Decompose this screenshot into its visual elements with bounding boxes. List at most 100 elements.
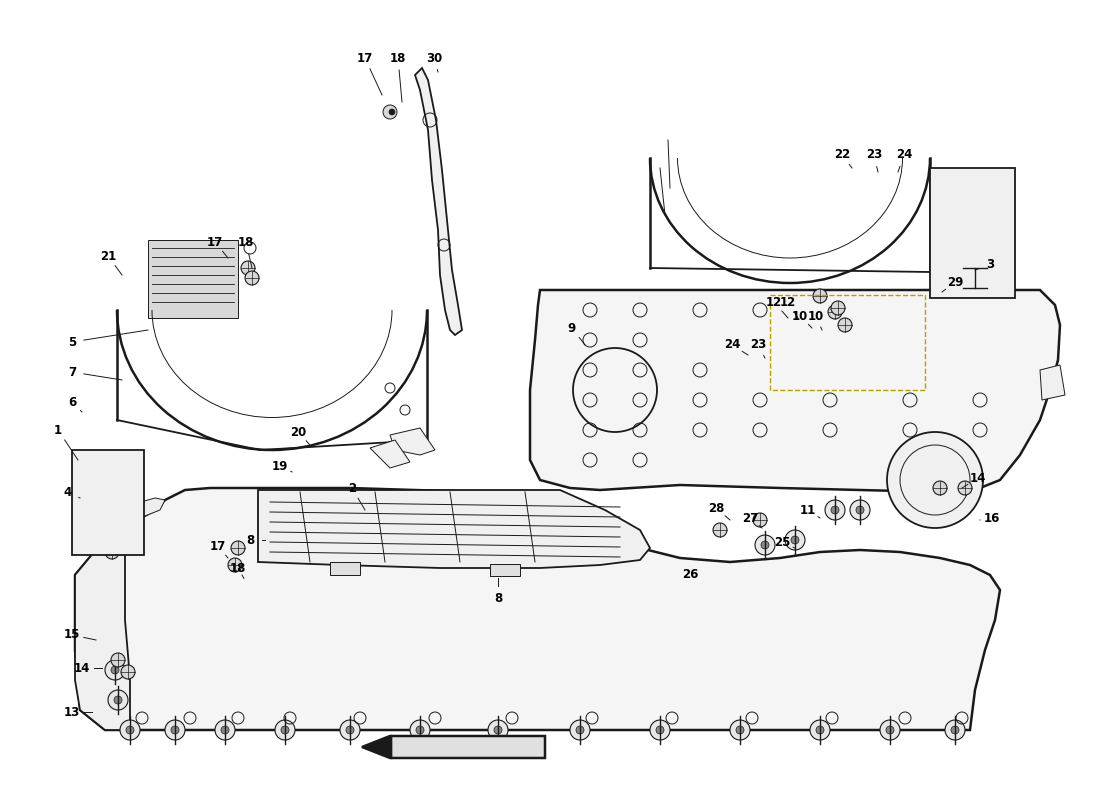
Text: 1: 1: [54, 423, 62, 437]
Circle shape: [111, 666, 119, 674]
Text: 12: 12: [766, 295, 782, 309]
Circle shape: [111, 653, 125, 667]
Circle shape: [785, 530, 805, 550]
Circle shape: [830, 506, 839, 514]
Circle shape: [231, 541, 245, 555]
Polygon shape: [370, 440, 410, 468]
Bar: [770, 295, 925, 390]
Circle shape: [570, 720, 590, 740]
Text: 10: 10: [807, 310, 824, 322]
Circle shape: [791, 536, 799, 544]
Polygon shape: [362, 735, 392, 759]
Circle shape: [838, 318, 853, 332]
Circle shape: [830, 301, 845, 315]
Circle shape: [104, 545, 119, 559]
Circle shape: [656, 726, 664, 734]
Text: 11: 11: [800, 503, 816, 517]
Polygon shape: [530, 290, 1060, 492]
Polygon shape: [390, 428, 435, 455]
Circle shape: [416, 726, 424, 734]
Text: 15: 15: [64, 629, 80, 642]
Circle shape: [650, 720, 670, 740]
Circle shape: [126, 726, 134, 734]
Text: 18: 18: [389, 51, 406, 65]
Circle shape: [221, 726, 229, 734]
Text: 12: 12: [780, 295, 796, 309]
Circle shape: [340, 720, 360, 740]
Text: 19: 19: [272, 459, 288, 473]
Text: 18: 18: [238, 235, 254, 249]
Text: 23: 23: [866, 149, 882, 162]
Text: 29: 29: [947, 275, 964, 289]
Text: 17: 17: [210, 539, 227, 553]
Circle shape: [962, 208, 977, 222]
Circle shape: [241, 261, 255, 275]
Circle shape: [120, 720, 140, 740]
Bar: [72, 450, 144, 555]
Circle shape: [886, 726, 894, 734]
Circle shape: [736, 726, 744, 734]
Circle shape: [108, 690, 128, 710]
Circle shape: [114, 696, 122, 704]
Circle shape: [810, 720, 830, 740]
Text: 8: 8: [246, 534, 254, 546]
Polygon shape: [362, 736, 544, 758]
Polygon shape: [258, 490, 650, 568]
Circle shape: [856, 506, 864, 514]
Circle shape: [755, 535, 775, 555]
Circle shape: [389, 109, 395, 115]
Text: 27: 27: [741, 511, 758, 525]
Polygon shape: [330, 562, 360, 575]
Text: 2: 2: [348, 482, 356, 494]
Text: 20: 20: [290, 426, 306, 438]
Text: 25: 25: [773, 537, 790, 550]
Circle shape: [104, 660, 125, 680]
Text: 30: 30: [426, 51, 442, 65]
Text: 14: 14: [970, 471, 987, 485]
Text: 9: 9: [568, 322, 576, 334]
Circle shape: [214, 720, 235, 740]
Circle shape: [945, 720, 965, 740]
Circle shape: [228, 558, 242, 572]
Circle shape: [813, 289, 827, 303]
Text: 24: 24: [724, 338, 740, 351]
Text: 8: 8: [494, 591, 502, 605]
Circle shape: [121, 665, 135, 679]
Circle shape: [952, 726, 959, 734]
Circle shape: [943, 208, 957, 222]
Circle shape: [887, 432, 983, 528]
Text: 5: 5: [68, 335, 76, 349]
Circle shape: [713, 523, 727, 537]
Circle shape: [275, 720, 295, 740]
Circle shape: [958, 481, 972, 495]
Text: 14: 14: [74, 662, 90, 674]
Text: 16: 16: [983, 511, 1000, 525]
Circle shape: [850, 500, 870, 520]
Text: 10: 10: [792, 310, 808, 322]
Circle shape: [383, 105, 397, 119]
Text: 28: 28: [707, 502, 724, 514]
Circle shape: [488, 720, 508, 740]
Circle shape: [761, 541, 769, 549]
Circle shape: [410, 720, 430, 740]
Text: 24: 24: [895, 149, 912, 162]
Text: 13: 13: [64, 706, 80, 718]
Text: 21: 21: [100, 250, 117, 262]
Circle shape: [494, 726, 502, 734]
Circle shape: [933, 481, 947, 495]
Text: 18: 18: [230, 562, 246, 574]
Text: 6: 6: [68, 395, 76, 409]
Circle shape: [170, 726, 179, 734]
Text: 3: 3: [986, 258, 994, 271]
Circle shape: [828, 305, 842, 319]
Text: a passionate since 1985: a passionate since 1985: [296, 572, 543, 668]
Circle shape: [825, 500, 845, 520]
Polygon shape: [75, 488, 1000, 730]
Text: 17: 17: [356, 51, 373, 65]
Polygon shape: [85, 498, 165, 548]
Text: 4: 4: [64, 486, 73, 498]
Text: 7: 7: [68, 366, 76, 378]
Circle shape: [280, 726, 289, 734]
Text: 17: 17: [207, 235, 223, 249]
Circle shape: [880, 720, 900, 740]
